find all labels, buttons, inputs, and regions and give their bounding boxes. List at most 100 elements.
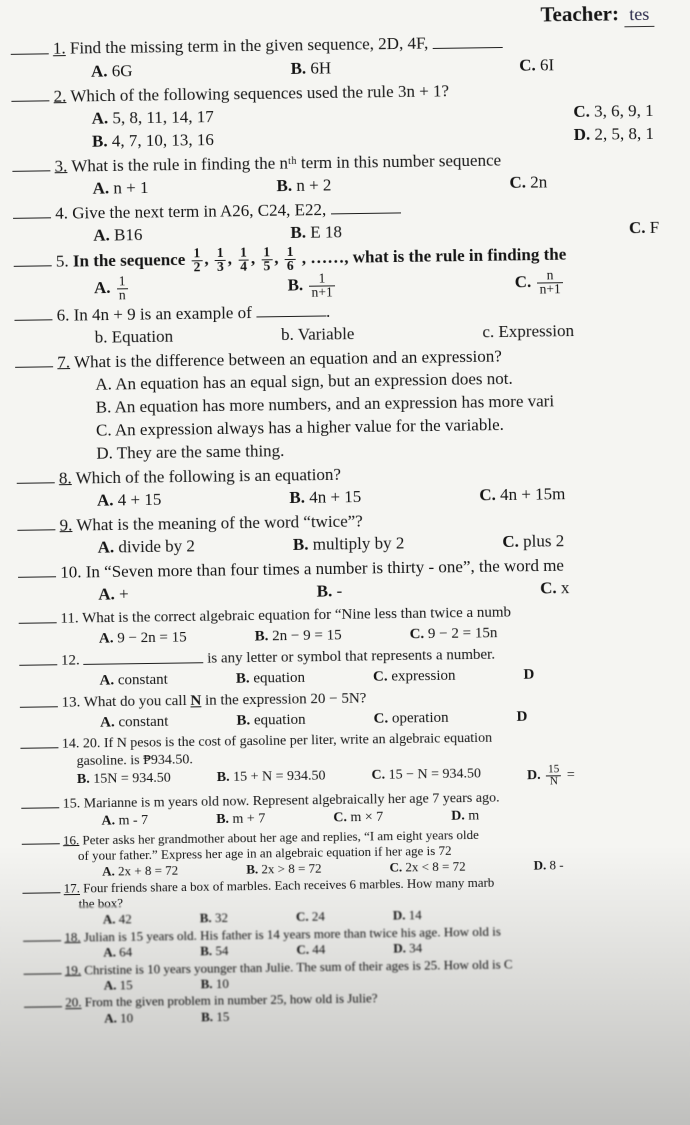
q-number: 19. bbox=[65, 962, 81, 977]
choice-b: B. - bbox=[317, 581, 343, 604]
choice-a: A. 2x + 8 = 72 bbox=[102, 862, 178, 879]
choice-a: A. divide by 2 bbox=[98, 535, 196, 559]
choice-b: B. multiply by 2 bbox=[293, 533, 405, 557]
choice-b: B. 10 bbox=[201, 976, 229, 992]
question-3: 3. What is the rule in finding the nᵗʰ t… bbox=[12, 146, 687, 202]
question-14: 14. 20. If N pesos is the cost of gasoli… bbox=[20, 726, 690, 794]
choice-b: B. 2n − 9 = 15 bbox=[255, 625, 342, 646]
choice-a: A. 1n bbox=[94, 275, 130, 302]
q-number: 13. bbox=[61, 695, 80, 711]
q-number: 7. bbox=[57, 352, 70, 371]
choice-b: B. 32 bbox=[200, 910, 228, 926]
question-9: 9. What is the meaning of the word “twic… bbox=[17, 505, 690, 561]
sequence-fracs: 12, 13, 14, 15, 16 bbox=[189, 248, 297, 269]
choice-c: C. nn+1 bbox=[515, 269, 565, 297]
answer-blank bbox=[23, 962, 61, 975]
q-number: 14. bbox=[62, 737, 80, 752]
choice-c: C. m × 7 bbox=[333, 809, 383, 827]
q-number: 8. bbox=[59, 468, 72, 487]
question-2: 2. Which of the following sequences used… bbox=[11, 76, 686, 155]
choice-d: D. 34 bbox=[393, 940, 422, 956]
answer-blank bbox=[20, 693, 58, 708]
choice-c: C. 15 − N = 934.50 bbox=[371, 765, 481, 789]
choice-c: C. 6I bbox=[519, 54, 554, 77]
choice-a: A. 15 bbox=[104, 977, 133, 993]
choice-a: A. 64 bbox=[103, 944, 132, 960]
q-stem: Which of the following sequences used th… bbox=[70, 81, 449, 105]
choice-b: B. 6H bbox=[290, 57, 331, 81]
worksheet-page: Teacher: tes 1. Find the missing term in… bbox=[0, 0, 690, 1125]
q-stem: What is the difference between an equati… bbox=[74, 346, 502, 371]
question-17: 17. Four friends share a box of marbles.… bbox=[22, 872, 690, 929]
fraction: 16 bbox=[285, 246, 296, 273]
choice-c: C. 44 bbox=[296, 942, 325, 958]
answer-blank bbox=[18, 561, 56, 578]
answer-blank bbox=[14, 250, 52, 267]
answer-blank bbox=[22, 880, 60, 893]
question-1: 1. Find the missing term in the given se… bbox=[11, 29, 686, 85]
choice-c: C. plus 2 bbox=[502, 530, 564, 554]
choice-b: B. equation bbox=[236, 710, 305, 731]
q-stem: is any letter or symbol that represents … bbox=[207, 647, 495, 667]
choice-a: A. n + 1 bbox=[92, 177, 148, 201]
choice-d: D. 14 bbox=[393, 907, 422, 923]
choice-c: C. 2x < 8 = 72 bbox=[389, 858, 465, 875]
stem-blank bbox=[432, 31, 502, 48]
choice-a: A. 5, 8, 11, 14, 17 bbox=[92, 106, 214, 131]
answer-blank bbox=[12, 155, 50, 172]
q-number: 16. bbox=[63, 832, 79, 847]
question-7: 7. What is the difference between an equ… bbox=[15, 342, 690, 466]
choice-b: B. 4, 7, 10, 13, 16 bbox=[92, 129, 214, 154]
choice-b: B. 4n + 15 bbox=[289, 486, 361, 510]
q-stem: Give the next term in A26, C24, E22, bbox=[72, 200, 331, 223]
answer-blank bbox=[15, 351, 53, 368]
fraction: 12 bbox=[191, 247, 202, 274]
choice-a: A. constant bbox=[99, 670, 168, 691]
choice-d: D bbox=[516, 707, 527, 727]
choice-b: B. equation bbox=[236, 668, 305, 689]
choice-c: C. 2n bbox=[509, 171, 547, 194]
answer-blank bbox=[19, 609, 57, 624]
choice-b: B. 2x > 8 = 72 bbox=[246, 860, 322, 877]
answer-blank bbox=[13, 202, 51, 219]
answer-blank bbox=[22, 832, 60, 845]
stem-blank bbox=[330, 197, 400, 214]
choice-b: B. 15 bbox=[201, 1009, 229, 1025]
q-number: 17. bbox=[64, 881, 80, 896]
q-number: 5. bbox=[56, 251, 69, 270]
answer-blank bbox=[20, 735, 58, 749]
answer-blank bbox=[24, 995, 62, 1008]
q-stem: Find the missing term in the given seque… bbox=[70, 34, 433, 58]
answer-blank bbox=[17, 467, 55, 484]
answer-blank bbox=[21, 794, 59, 808]
choice-c: C. 3, 6, 9, 1 bbox=[573, 100, 654, 124]
choice-b: b. Variable bbox=[281, 323, 355, 347]
answer-blank bbox=[14, 304, 52, 321]
teacher-value: tes bbox=[624, 2, 654, 28]
answer-blank bbox=[17, 514, 55, 531]
question-10: 10. In “Seven more than four times a num… bbox=[18, 552, 690, 608]
choice-d: D. 15N = bbox=[527, 764, 575, 787]
choice-a: A. 9 − 2n = 15 bbox=[99, 627, 187, 648]
q-number: 20. bbox=[65, 995, 81, 1010]
answer-blank bbox=[11, 38, 49, 55]
fraction: 14 bbox=[238, 247, 249, 274]
fraction: 13 bbox=[215, 247, 226, 274]
choice-c: C. 4n + 15m bbox=[479, 483, 565, 507]
teacher-label: Teacher: bbox=[540, 1, 619, 26]
choice-b: B. 54 bbox=[200, 943, 228, 959]
stem-blank bbox=[256, 300, 326, 317]
choice-c: C. 9 − 2 = 15n bbox=[409, 623, 497, 644]
choice-c: C. expression bbox=[373, 666, 456, 687]
question-6: 6. In 4n + 9 is an example of . b. Equat… bbox=[14, 295, 689, 351]
choice-b: B. m + 7 bbox=[216, 811, 265, 829]
fraction: 15 bbox=[261, 246, 272, 273]
lead-blank bbox=[83, 648, 203, 664]
choice-c: C. x bbox=[540, 577, 570, 600]
choice-d: D. 2, 5, 8, 1 bbox=[574, 123, 655, 147]
choice-d: D. 8 - bbox=[533, 857, 563, 873]
q-stem: What is the rule in finding the nᵗʰ term… bbox=[71, 150, 501, 175]
choice-b: B. 1n+1 bbox=[287, 272, 336, 299]
choice-a: A. 4 + 15 bbox=[97, 489, 162, 513]
q-stem: What do you call N in the expression 20 … bbox=[84, 691, 367, 711]
